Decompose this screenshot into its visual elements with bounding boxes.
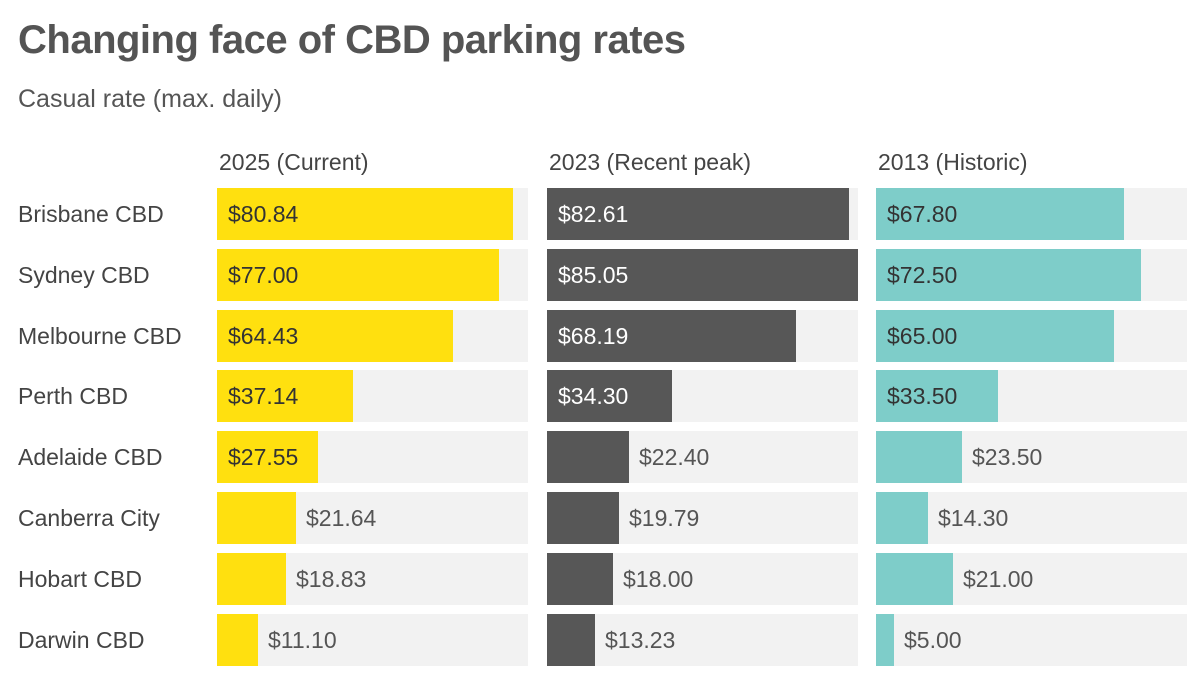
value-label: $77.00 [228, 261, 299, 288]
bar-track: $21.00 [876, 552, 1187, 605]
value-label: $72.50 [887, 261, 958, 288]
bar-track: $34.30 [547, 370, 858, 423]
row-label-hobart-cbd: Hobart CBD [18, 565, 142, 592]
value-label: $65.00 [887, 322, 958, 349]
bar-track: $27.55 [217, 431, 528, 484]
value-label: $34.30 [558, 383, 629, 410]
bar-2013-historic-hobart-cbd [876, 552, 953, 605]
bar-2025-current-canberra-city [217, 492, 296, 544]
row-label-perth-cbd: Perth CBD [18, 383, 128, 410]
bar-track: $85.05 [547, 248, 858, 301]
bar-2025-current-melbourne-cbd [217, 309, 453, 362]
column-header-2013-historic: 2013 (Historic) [878, 149, 1028, 175]
value-label: $22.40 [639, 444, 710, 471]
row-label-sydney-cbd: Sydney CBD [18, 261, 150, 288]
value-label: $67.80 [887, 201, 958, 227]
bar-track: $68.19 [547, 309, 858, 362]
value-label: $11.10 [268, 626, 337, 653]
value-label: $14.30 [938, 505, 1009, 531]
bar-2023-recent-peak-hobart-cbd [547, 552, 613, 605]
value-label: $85.05 [558, 261, 629, 288]
bar-2013-historic-sydney-cbd [876, 248, 1141, 301]
bar-2023-recent-peak-perth-cbd [547, 370, 672, 423]
bar-2025-current-adelaide-cbd [217, 431, 318, 484]
value-label: $21.00 [963, 565, 1034, 592]
value-label: $18.83 [296, 565, 367, 592]
value-label: $37.14 [228, 383, 299, 410]
column-header-2023-recent-peak: 2023 (Recent peak) [549, 149, 752, 175]
row-label-darwin-cbd: Darwin CBD [18, 626, 145, 653]
value-label: $19.79 [629, 505, 700, 531]
bar-track: $77.00 [217, 248, 528, 301]
bar-2025-current-hobart-cbd [217, 552, 286, 605]
value-label: $23.50 [972, 444, 1043, 471]
bar-track: $64.43 [217, 309, 528, 362]
chart-subtitle: Casual rate (max. daily) [18, 85, 282, 113]
row-label-brisbane-cbd: Brisbane CBD [18, 201, 164, 227]
bar-2025-current-sydney-cbd [217, 248, 499, 301]
bar-track: $23.50 [876, 431, 1187, 484]
row-label-adelaide-cbd: Adelaide CBD [18, 444, 163, 471]
bar-track: $21.64 [217, 492, 528, 544]
bar-track: $67.80 [876, 188, 1187, 240]
value-label: $21.64 [306, 505, 377, 531]
column-header-2025-current: 2025 (Current) [219, 149, 369, 175]
value-label: $68.19 [558, 322, 629, 349]
bar-track: $18.00 [547, 552, 858, 605]
bar-2023-recent-peak-canberra-city [547, 492, 619, 544]
bar-track: $33.50 [876, 370, 1187, 423]
bar-2025-current-brisbane-cbd [217, 188, 513, 240]
value-label: $13.23 [605, 626, 676, 653]
value-label: $80.84 [228, 201, 299, 227]
bar-track: $22.40 [547, 431, 858, 484]
bar-2013-historic-melbourne-cbd [876, 309, 1114, 362]
bar-track: $18.83 [217, 552, 528, 605]
bar-track: $72.50 [876, 248, 1187, 301]
bar-track: $80.84 [217, 188, 528, 240]
bar-track: $13.23 [547, 613, 858, 666]
bar-2023-recent-peak-adelaide-cbd [547, 431, 629, 484]
bar-2023-recent-peak-melbourne-cbd [547, 309, 796, 362]
value-label: $64.43 [228, 322, 299, 349]
value-label: $33.50 [887, 383, 958, 410]
bar-2013-historic-canberra-city [876, 492, 928, 544]
chart-title: Changing face of CBD parking rates [18, 18, 686, 62]
bar-track: $37.14 [217, 370, 528, 423]
bar-2025-current-darwin-cbd [217, 613, 258, 666]
value-label: $18.00 [623, 565, 694, 592]
value-label: $82.61 [558, 201, 629, 227]
bar-track: $82.61 [547, 188, 858, 240]
row-label-melbourne-cbd: Melbourne CBD [18, 322, 182, 349]
bar-track: $65.00 [876, 309, 1187, 362]
bar-track: $5.00 [876, 613, 1187, 666]
value-label: $5.00 [904, 626, 962, 653]
bar-track: $19.79 [547, 492, 858, 544]
bar-2013-historic-brisbane-cbd [876, 188, 1124, 240]
bar-track: $11.10 [217, 613, 528, 666]
bar-2013-historic-darwin-cbd [876, 613, 894, 666]
value-label: $27.55 [228, 444, 299, 471]
bar-2023-recent-peak-darwin-cbd [547, 613, 595, 666]
bar-2023-recent-peak-sydney-cbd [547, 248, 858, 301]
bar-2013-historic-adelaide-cbd [876, 431, 962, 484]
row-label-canberra-city: Canberra City [18, 505, 160, 531]
bar-2013-historic-perth-cbd [876, 370, 998, 423]
bar-track: $14.30 [876, 492, 1187, 544]
bar-2023-recent-peak-brisbane-cbd [547, 188, 849, 240]
bar-2025-current-perth-cbd [217, 370, 353, 423]
